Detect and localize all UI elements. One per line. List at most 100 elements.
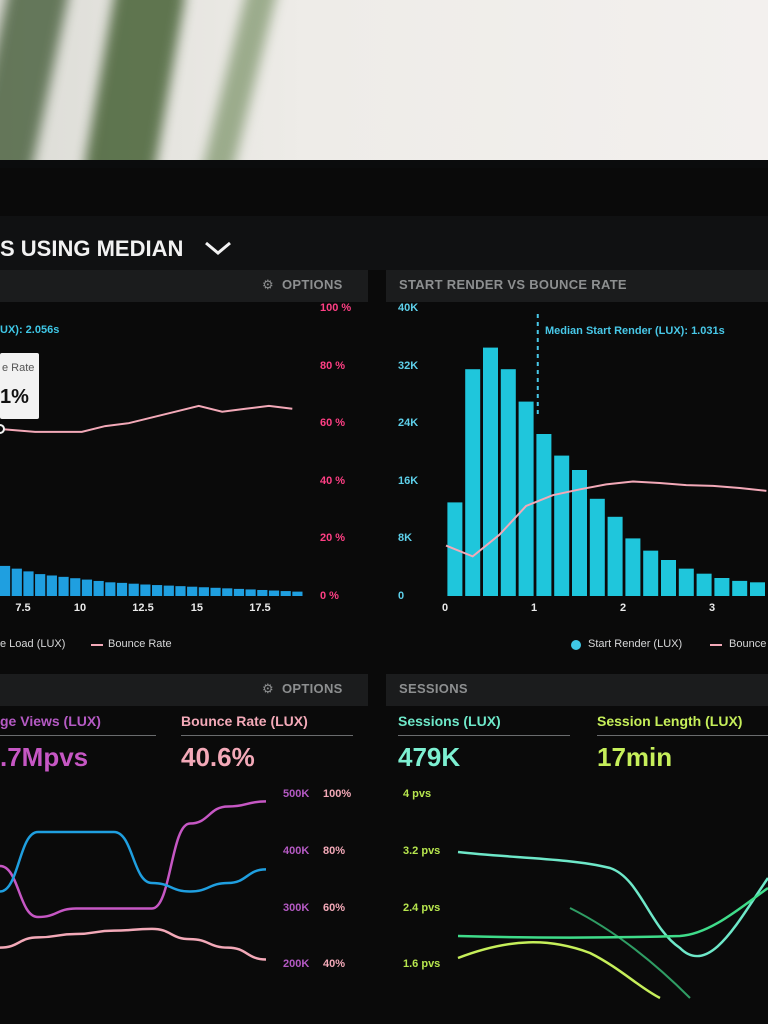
bounce-line bbox=[445, 480, 767, 558]
panel-header-page-views: ⚙ OPTIONS bbox=[0, 674, 368, 706]
chevron-down-icon[interactable] bbox=[203, 240, 233, 256]
y-tick-label: 0 bbox=[398, 590, 405, 602]
y-tick-label: 24K bbox=[398, 417, 419, 430]
page-load-bar bbox=[128, 583, 139, 596]
y-tick-label: 32K bbox=[398, 359, 419, 372]
bounce-rate-line bbox=[0, 830, 267, 893]
y-tick-label: 60 % bbox=[320, 417, 346, 430]
start-render-bar bbox=[500, 369, 516, 596]
page-load-bar bbox=[81, 579, 93, 596]
start-render-bar bbox=[572, 470, 587, 596]
dashboard-screen: S USING MEDIAN ⚙ OPTIONS UX): 2.056s e R… bbox=[0, 168, 768, 1024]
panel-title: SESSIONS bbox=[399, 681, 468, 696]
legend-start-render-dot bbox=[571, 640, 581, 650]
panel-header-sessions: SESSIONS bbox=[386, 674, 768, 706]
legend-bounce: Bounce bbox=[729, 638, 767, 650]
y-tick-label: 500K bbox=[283, 788, 310, 800]
page-load-bar bbox=[233, 588, 245, 596]
page-load-bar bbox=[187, 586, 198, 596]
y-tick-label: 1.6 pvs bbox=[403, 958, 441, 970]
page-load-bar bbox=[0, 565, 11, 596]
tooltip-value: 1% bbox=[0, 386, 29, 408]
page-load-bar bbox=[152, 585, 163, 596]
page-load-bar bbox=[198, 587, 209, 596]
plant-leaf bbox=[0, 0, 75, 165]
bounce-rate-line bbox=[0, 404, 293, 433]
start-render-bar bbox=[696, 573, 712, 596]
y-tick-label: 40 % bbox=[320, 474, 346, 487]
start-render-bar bbox=[589, 498, 605, 596]
metric-sessions-value: 479K bbox=[398, 742, 461, 772]
page-load-bar bbox=[116, 582, 128, 596]
start-render-bar bbox=[678, 568, 694, 596]
y-tick-label: 200K bbox=[283, 958, 310, 970]
panel-header-page-load: ⚙ OPTIONS bbox=[0, 270, 368, 302]
y-tick-label: 40% bbox=[323, 958, 346, 970]
panel-title: START RENDER VS BOUNCE RATE bbox=[399, 277, 627, 292]
start-render-bar bbox=[750, 582, 765, 596]
metric-bounce-rate-label: Bounce Rate (LUX) bbox=[181, 713, 308, 729]
y-tick-label: 2.4 pvs bbox=[403, 902, 441, 914]
metric-page-views-value: .7Mpvs bbox=[0, 742, 89, 772]
page-load-bar bbox=[292, 591, 303, 596]
legend-bounce-swatch bbox=[710, 644, 722, 646]
page-load-bar bbox=[11, 568, 22, 596]
y-tick-label: 0 % bbox=[320, 590, 339, 602]
session-length-line bbox=[457, 941, 661, 1000]
page-load-bar bbox=[210, 587, 221, 596]
start-render-bar bbox=[536, 434, 552, 596]
plant-leaf bbox=[79, 0, 191, 165]
page-views-chart bbox=[0, 800, 267, 961]
start-render-bar bbox=[732, 580, 748, 596]
sessions-line bbox=[457, 850, 768, 958]
metric-page-views-label: ge Views (LUX) bbox=[0, 713, 101, 729]
start-render-bar bbox=[518, 401, 534, 596]
y-tick-label: 8K bbox=[398, 532, 413, 545]
page-load-bar bbox=[105, 582, 116, 596]
y-tick-label: 100% bbox=[323, 788, 352, 800]
page-load-bar bbox=[70, 578, 81, 596]
hover-point bbox=[0, 423, 5, 434]
y-tick-label: 80% bbox=[323, 845, 346, 857]
start-render-bar bbox=[661, 560, 676, 596]
divider bbox=[597, 735, 768, 736]
page-load-bar bbox=[268, 590, 280, 596]
start-render-bar bbox=[625, 538, 641, 596]
options-button[interactable]: OPTIONS bbox=[282, 681, 343, 696]
y-tick-label: 80 % bbox=[320, 359, 346, 372]
monitor-bezel: S USING MEDIAN ⚙ OPTIONS UX): 2.056s e R… bbox=[0, 160, 768, 1024]
page-load-bar bbox=[175, 586, 186, 596]
page-load-bar bbox=[58, 576, 69, 596]
x-tick-label: 2 bbox=[620, 602, 627, 614]
legend-start-render: Start Render (LUX) bbox=[588, 638, 683, 650]
x-tick-label: 1 bbox=[531, 602, 538, 614]
plant-leaf bbox=[196, 0, 284, 165]
y-tick-label: 400K bbox=[283, 845, 310, 857]
metric-session-length-value: 17min bbox=[597, 742, 673, 772]
page-load-bar bbox=[280, 591, 291, 596]
start-render-bar bbox=[483, 347, 498, 596]
metric-bounce-rate-value: 40.6% bbox=[181, 742, 255, 772]
sessions-line-2 bbox=[457, 886, 768, 939]
background-photo bbox=[0, 0, 768, 165]
metric-sessions-label: Sessions (LUX) bbox=[398, 713, 501, 729]
page-load-bar bbox=[245, 589, 256, 596]
y-tick-label: 300K bbox=[283, 902, 310, 914]
y-tick-label: 20 % bbox=[320, 532, 346, 545]
legend-bounce-rate: Bounce Rate bbox=[108, 638, 172, 650]
x-tick-label: 7.5 bbox=[15, 602, 31, 614]
gear-icon[interactable]: ⚙ bbox=[262, 277, 274, 292]
gear-icon[interactable]: ⚙ bbox=[262, 681, 274, 696]
page-load-bar bbox=[93, 580, 104, 596]
x-tick-label: 0 bbox=[442, 602, 449, 614]
page-load-bar bbox=[46, 575, 57, 596]
page-title: S USING MEDIAN bbox=[0, 236, 184, 261]
start-render-bar bbox=[714, 578, 730, 596]
x-tick-label: 17.5 bbox=[249, 602, 271, 614]
start-render-bar bbox=[554, 455, 570, 596]
legend-page-load: e Load (LUX) bbox=[0, 638, 66, 650]
panel-header-start-render: START RENDER VS BOUNCE RATE bbox=[386, 270, 768, 302]
page-load-bar bbox=[23, 571, 34, 596]
median-label: UX): 2.056s bbox=[0, 324, 60, 336]
options-button[interactable]: OPTIONS bbox=[282, 277, 343, 292]
